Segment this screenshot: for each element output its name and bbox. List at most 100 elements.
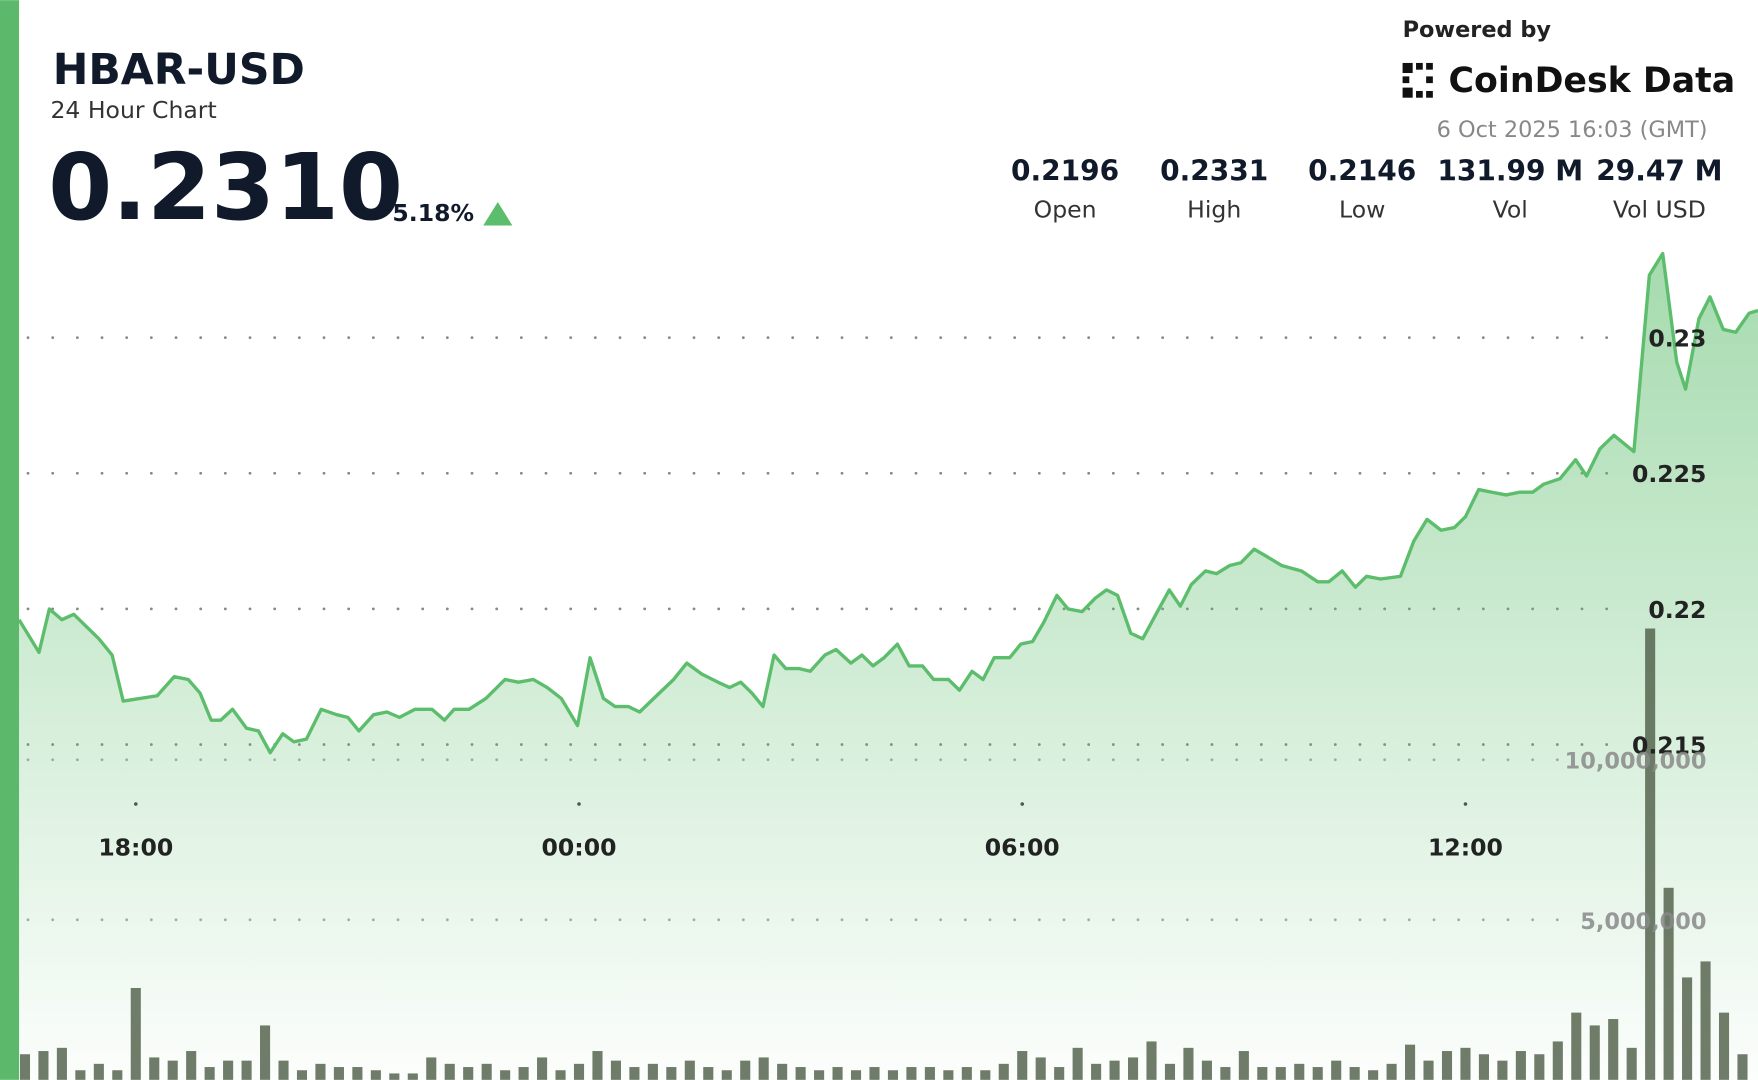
stats: 0.2196 Open 0.2331 High 0.2146 Low 131.99 M Vol… <box>1011 155 1722 224</box>
stat-label: Low <box>1339 196 1385 224</box>
volume-bar <box>19 1054 31 1080</box>
volume-bar <box>1515 1051 1526 1080</box>
stat-value: 0.2331 <box>1160 155 1268 188</box>
volume-bar <box>1608 1019 1619 1080</box>
up-arrow <box>483 201 513 226</box>
stat-label: Vol <box>1493 196 1528 224</box>
volume-bar <box>1072 1047 1083 1080</box>
x-tick-label: 00:00 <box>542 834 617 862</box>
volume-bar <box>444 1063 455 1080</box>
volume-bar <box>1645 628 1656 1080</box>
volume-bar <box>223 1060 234 1080</box>
volume-bar <box>75 1070 86 1080</box>
volume-bar <box>1571 1012 1582 1080</box>
volume-bar <box>943 1070 954 1080</box>
volume-bar <box>389 1073 400 1080</box>
volume-bar <box>241 1060 252 1080</box>
y-tick-label: 0.22 <box>1648 596 1706 624</box>
volume-bar <box>850 1070 862 1080</box>
volume-bar <box>1663 887 1674 1080</box>
plot <box>17 251 1758 1080</box>
volume-bar <box>1312 1067 1323 1080</box>
volume-bar <box>1238 1051 1249 1080</box>
volume-bar <box>721 1070 732 1080</box>
y-tick-label: 0.225 <box>1632 460 1706 488</box>
volume-bar <box>795 1067 806 1080</box>
y2-tick-label: 5,000,000 <box>1580 909 1706 935</box>
volume-bar <box>481 1063 492 1080</box>
volume-bar <box>980 1070 991 1080</box>
volume-bar <box>1552 1041 1563 1080</box>
volume-bar <box>333 1067 344 1080</box>
stat-label: High <box>1187 196 1241 224</box>
volume-bar <box>1201 1060 1212 1080</box>
volume-bar <box>1700 961 1711 1080</box>
volume-bar <box>93 1063 104 1080</box>
volume-bar <box>112 1070 123 1080</box>
volume-bar <box>906 1067 917 1080</box>
volume-bar <box>518 1067 529 1080</box>
y-tick-label: 0.215 <box>1632 732 1706 760</box>
volume-bar <box>610 1060 621 1080</box>
volume-bar <box>1405 1044 1416 1080</box>
x-tick-label: 18:00 <box>98 834 173 862</box>
y2-tick-label: 10,000,000 <box>1565 749 1707 775</box>
stat-value: 0.2196 <box>1011 155 1119 188</box>
area-fill <box>19 253 1758 1080</box>
volume-bar <box>500 1070 511 1080</box>
volume-bar <box>1386 1063 1397 1080</box>
volume-bar <box>149 1057 160 1080</box>
volume-bar <box>130 987 141 1080</box>
volume-bar <box>537 1057 548 1080</box>
volume-bar <box>1164 1063 1176 1080</box>
volume-bar <box>1275 1067 1286 1080</box>
volume-bar <box>56 1047 67 1080</box>
logo-icon <box>1402 62 1433 98</box>
volume-bar <box>186 1051 197 1080</box>
volume-bar <box>407 1073 418 1080</box>
volume-bar <box>1349 1067 1360 1080</box>
price: 0.2310 <box>48 134 403 241</box>
series <box>17 251 1758 1080</box>
volume-bar <box>1128 1057 1139 1080</box>
volume-bar <box>1718 1012 1730 1080</box>
volume-bar <box>629 1067 640 1080</box>
x-tick-label: 06:00 <box>985 834 1060 862</box>
brand: CoinDesk Data <box>1449 61 1736 101</box>
volume-bar <box>998 1063 1009 1080</box>
volume-bar <box>1220 1067 1231 1080</box>
volume-bar <box>167 1060 178 1080</box>
volume-bar <box>1257 1067 1268 1080</box>
volume-bar <box>961 1067 972 1080</box>
timestamp: 6 Oct 2025 16:03 (GMT) <box>1437 117 1708 143</box>
volume-bar <box>777 1063 788 1080</box>
volume-bar <box>832 1067 843 1080</box>
axis-labels: 0.215 0.22 0.225 0.23 5,000,000 10,000,000 18:… <box>98 325 1706 935</box>
volume-bar <box>703 1067 714 1080</box>
volume-bar <box>1534 1054 1545 1080</box>
volume-bar <box>260 1025 271 1080</box>
volume-bar <box>1146 1041 1157 1080</box>
volume-bar <box>1478 1054 1489 1080</box>
volume-bar <box>426 1057 437 1080</box>
price-line <box>17 251 1758 755</box>
volume-bar <box>38 1051 49 1080</box>
change: 5.18% <box>392 199 474 227</box>
accent-bar <box>0 0 20 1080</box>
stat-value: 29.47 M <box>1596 155 1722 188</box>
volume-bar <box>370 1070 381 1080</box>
volume-bar <box>1589 1025 1600 1080</box>
volume-bar <box>1091 1063 1102 1080</box>
volume-bar <box>666 1067 677 1080</box>
volume-bar <box>1109 1060 1120 1080</box>
volume-bar <box>1017 1051 1028 1080</box>
y-tick-label: 0.23 <box>1648 325 1706 353</box>
volume-bar <box>1035 1057 1046 1080</box>
volume-bar <box>352 1067 363 1080</box>
volume-bar <box>814 1070 825 1080</box>
volume-bar <box>1331 1060 1342 1080</box>
subtitle: 24 Hour Chart <box>50 96 216 124</box>
volume-bar <box>1294 1063 1305 1080</box>
